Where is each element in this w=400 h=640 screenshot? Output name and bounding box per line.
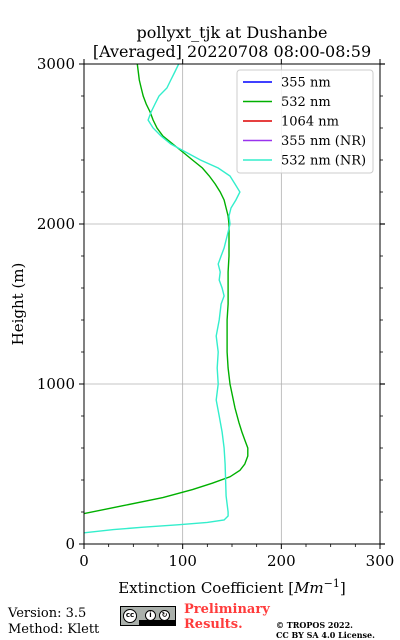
copyright-notice: © TROPOS 2022. CC BY SA 4.0 License. [276, 620, 375, 640]
chart-subtitle: [Averaged] 20220708 08:00-08:59 [93, 42, 371, 61]
y-tick-label: 3000 [37, 55, 75, 73]
x-tick-label: 0 [79, 552, 89, 570]
x-axis-label: Extinction Coefficient [Mm−1] [118, 577, 345, 597]
preliminary-line-1: Preliminary [184, 602, 270, 617]
x-axis-label-exponent: −1 [324, 577, 340, 590]
x-axis-label-unit: Mm [293, 579, 324, 597]
series-line-1 [84, 64, 249, 515]
series-lines [84, 64, 249, 534]
legend-label-0: 355 nm [281, 76, 331, 91]
legend-label-1: 532 nm [281, 95, 331, 110]
version-text: Version: 3.5 [8, 606, 87, 621]
y-axis-label: Height (m) [9, 263, 27, 346]
legend: 355 nm 532 nm 1064 nm 355 nm (NR) 532 nm (NR… [236, 69, 374, 174]
chart-title: pollyxt_tjk at Dushanbe [136, 23, 327, 42]
legend-label-2: 1064 nm [281, 115, 339, 130]
preliminary-line-2: Results. [184, 617, 243, 632]
legend-items: 355 nm 532 nm 1064 nm 355 nm (NR) 532 nm (NR… [243, 76, 366, 169]
y-tick-label: 2000 [37, 215, 75, 233]
copyright-line-1: © TROPOS 2022. [276, 620, 353, 630]
x-tick-label: 200 [267, 552, 296, 570]
legend-label-3: 355 nm (NR) [281, 134, 366, 149]
cc-icon: cc [123, 609, 137, 623]
y-tick-label: 1000 [37, 375, 75, 393]
y-tick-label: 0 [65, 535, 75, 553]
preliminary-notice: Preliminary Results. [184, 602, 270, 632]
extinction-profile-chart: pollyxt_tjk at Dushanbe [Averaged] 20220… [9, 23, 395, 597]
legend-box [236, 69, 374, 174]
series-line-4 [84, 64, 241, 534]
x-axis-label-end: ] [340, 579, 346, 597]
x-tick-label: 100 [168, 552, 197, 570]
method-text: Method: Klett [8, 622, 100, 637]
x-axis-label-text: Extinction Coefficient [ [118, 579, 294, 597]
cc-by-sa-license-badge: cc i ↻ [120, 606, 176, 626]
legend-label-4: 532 nm (NR) [281, 154, 366, 169]
footer-meta: Version: 3.5 Method: Klett [8, 606, 99, 638]
x-tick-label: 300 [366, 552, 395, 570]
copyright-line-2: CC BY SA 4.0 License. [276, 630, 375, 640]
license-strip [139, 620, 175, 625]
